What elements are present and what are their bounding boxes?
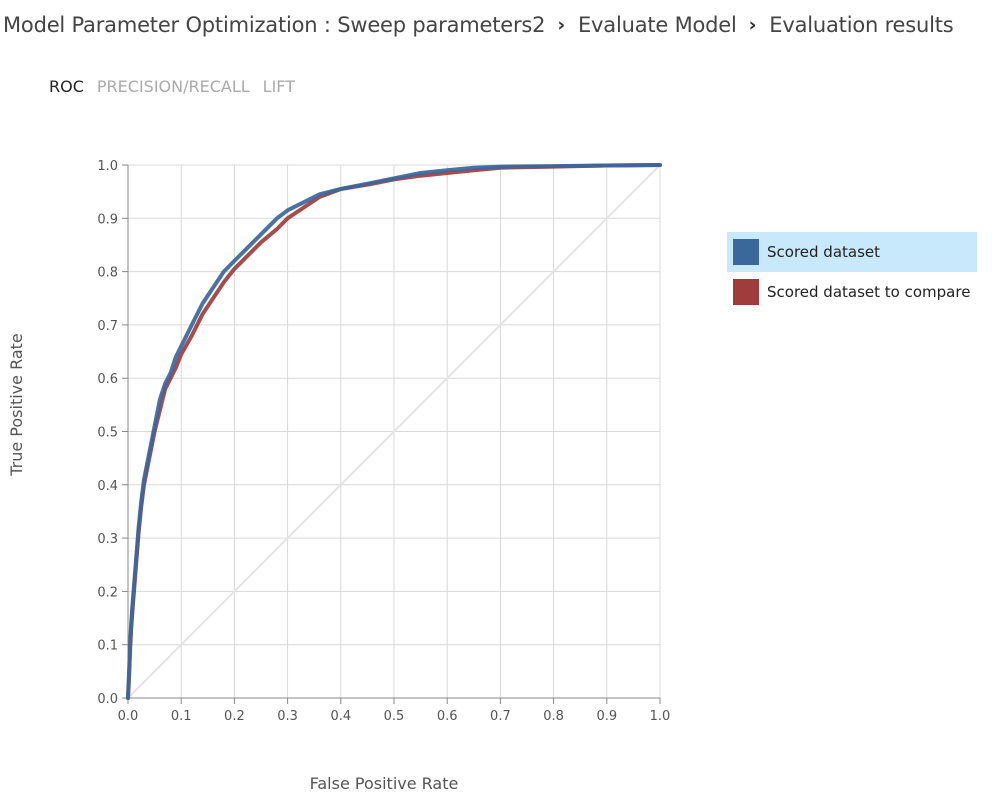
- x-tick-label: 0.1: [171, 709, 192, 724]
- y-tick-label: 0.9: [97, 212, 118, 227]
- y-tick-label: 0.8: [97, 266, 118, 281]
- legend: Scored dataset Scored dataset to compare: [727, 232, 977, 312]
- x-tick-label: 0.2: [224, 709, 245, 724]
- y-tick-label: 0.0: [97, 692, 118, 707]
- x-tick-label: 0.3: [277, 709, 298, 724]
- x-tick-label: 0.6: [437, 709, 458, 724]
- y-axis-title: True Positive Rate: [7, 333, 26, 477]
- breadcrumb-item-evaluation-results: Evaluation results: [769, 13, 954, 37]
- breadcrumb-item-evaluate-model[interactable]: Evaluate Model: [577, 13, 737, 37]
- x-tick-label: 0.9: [596, 709, 617, 724]
- x-tick-label: 0.0: [118, 709, 139, 724]
- chevron-right-icon: ›: [748, 14, 757, 36]
- legend-item-scored-dataset[interactable]: Scored dataset: [727, 232, 977, 272]
- x-tick-label: 0.4: [330, 709, 351, 724]
- y-tick-label: 0.5: [97, 426, 118, 441]
- x-tick-label: 1.0: [650, 709, 671, 724]
- legend-item-scored-dataset-to-compare[interactable]: Scored dataset to compare: [727, 272, 977, 312]
- y-tick-label: 1.0: [97, 159, 118, 174]
- legend-label: Scored dataset to compare: [767, 283, 971, 301]
- y-tick-label: 0.2: [97, 585, 118, 600]
- tab-precision-recall[interactable]: PRECISION/RECALL: [96, 77, 250, 96]
- chart-tabs: ROC PRECISION/RECALL LIFT: [49, 77, 295, 96]
- y-tick-label: 0.6: [97, 372, 118, 387]
- breadcrumb-item-experiment[interactable]: Model Parameter Optimization : Sweep par…: [3, 13, 546, 37]
- legend-label: Scored dataset: [767, 243, 881, 261]
- x-tick-label: 0.8: [543, 709, 564, 724]
- chevron-right-icon: ›: [557, 14, 565, 36]
- legend-swatch: [733, 239, 759, 265]
- tab-lift[interactable]: LIFT: [262, 77, 295, 96]
- roc-series-scored-dataset: [126, 163, 662, 700]
- diagonal-reference-line: [127, 164, 661, 699]
- x-tick-label: 0.7: [490, 709, 511, 724]
- y-tick-label: 0.3: [97, 532, 118, 547]
- legend-swatch: [733, 279, 759, 305]
- x-axis-title: False Positive Rate: [310, 774, 459, 793]
- x-tick-label: 0.5: [384, 709, 405, 724]
- y-tick-label: 0.1: [97, 639, 118, 654]
- tab-roc[interactable]: ROC: [49, 77, 84, 96]
- breadcrumb: Model Parameter Optimization : Sweep par…: [3, 8, 954, 42]
- y-tick-label: 0.7: [97, 319, 118, 334]
- y-tick-label: 0.4: [97, 479, 118, 494]
